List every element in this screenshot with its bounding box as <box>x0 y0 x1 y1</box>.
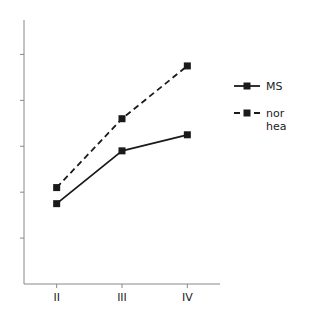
y-axis <box>24 20 25 284</box>
y-tick <box>20 146 24 147</box>
x-tick <box>187 284 188 288</box>
legend: MS norhea <box>234 80 286 133</box>
x-tick <box>122 284 123 288</box>
legend-label-line: hea <box>266 120 286 133</box>
legend-label-line: nor <box>266 107 285 120</box>
x-tick-label: III <box>117 291 127 304</box>
series-line <box>57 66 188 188</box>
y-tick <box>20 100 24 101</box>
legend-marker <box>244 83 251 90</box>
series-line <box>57 135 188 204</box>
marker <box>53 200 60 207</box>
legend-label-line: MS <box>266 80 282 93</box>
y-tick <box>20 238 24 239</box>
marker <box>184 62 191 69</box>
legend-label: MS <box>266 80 282 93</box>
marker <box>53 184 60 191</box>
chart: IIIIIIVMSnorhea <box>0 0 320 320</box>
marker <box>119 147 126 154</box>
x-tick <box>56 284 57 288</box>
marker <box>184 131 191 138</box>
marker <box>119 115 126 122</box>
x-tick-label: IV <box>182 291 193 304</box>
plot-area <box>53 62 191 207</box>
x-tick-label: II <box>53 291 60 304</box>
legend-label: norhea <box>266 107 286 133</box>
legend-marker <box>244 110 251 117</box>
y-tick <box>20 192 24 193</box>
y-tick <box>20 54 24 55</box>
